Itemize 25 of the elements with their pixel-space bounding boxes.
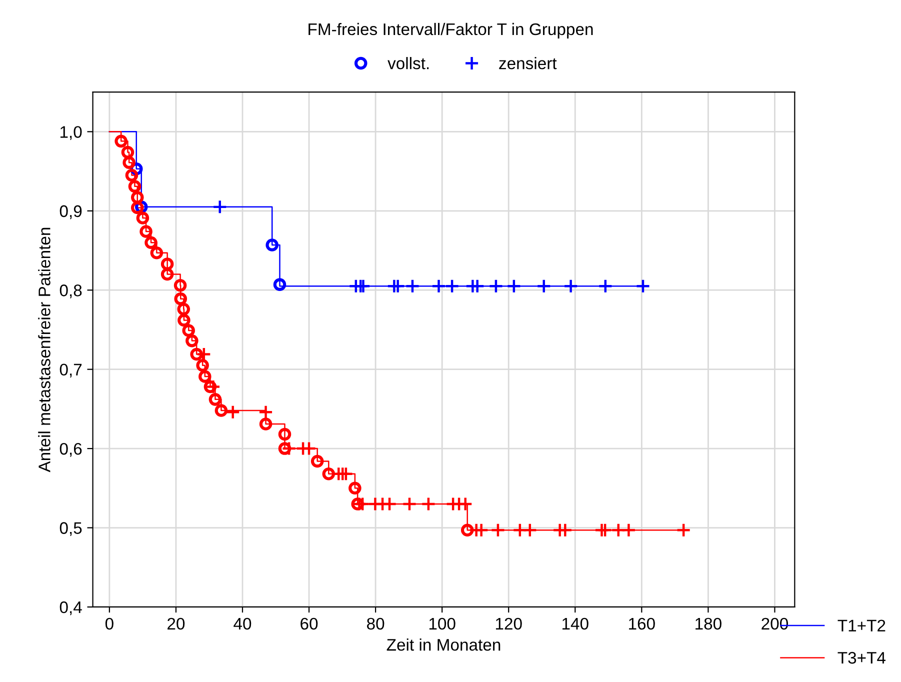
chart-title: FM-freies Intervall/Faktor T in Gruppen — [308, 22, 593, 38]
y-tick-label: 0,8 — [60, 284, 82, 298]
x-tick-label: 20 — [168, 618, 185, 630]
x-tick-label: 80 — [367, 618, 384, 630]
x-tick-label: 160 — [629, 618, 655, 630]
x-tick-label: 120 — [496, 618, 522, 630]
y-tick-label: 0,7 — [60, 364, 82, 378]
x-tick-label: 60 — [300, 618, 318, 630]
legend-label: T1+T2 — [838, 620, 886, 632]
y-tick-label: 0,4 — [60, 601, 82, 616]
x-tick-label: 100 — [429, 618, 456, 630]
y-tick-label: 1,0 — [60, 126, 82, 140]
legend-label: T3+T4 — [838, 652, 886, 664]
y-tick-label: 0,9 — [60, 205, 82, 220]
y-tick-label: 0,6 — [60, 442, 82, 457]
legend-label: zensiert — [499, 57, 557, 70]
x-tick-label: 180 — [696, 618, 722, 630]
x-tick-label: 200 — [762, 618, 788, 630]
x-tick-label: 0 — [105, 618, 114, 630]
x-tick-label: 140 — [562, 618, 588, 630]
y-tick-label: 0,5 — [60, 522, 82, 536]
x-tick-label: 40 — [234, 618, 252, 630]
x-axis-title: Zeit in Monaten — [386, 638, 500, 651]
y-axis-title: Anteil metastasenfreier Patienten — [38, 228, 50, 472]
legend-label: vollst. — [388, 57, 429, 70]
